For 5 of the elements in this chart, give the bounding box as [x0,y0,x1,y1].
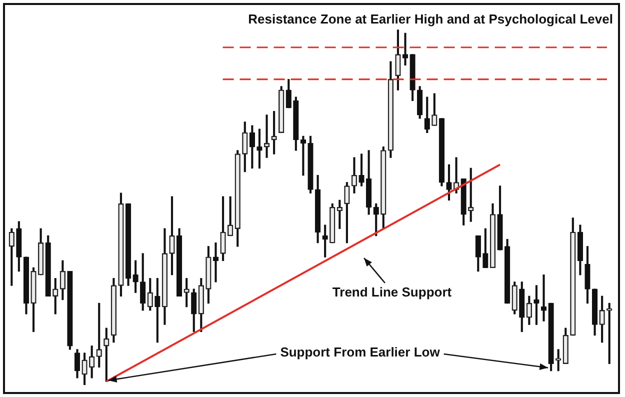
annotation: Support From Earlier Low [280,344,441,360]
candlestick [264,114,270,158]
annotation: Trend Line Support [332,284,452,300]
chart-title: Resistance Zone at Earlier High and at Psychological Level [248,11,613,26]
candlestick [540,274,547,322]
